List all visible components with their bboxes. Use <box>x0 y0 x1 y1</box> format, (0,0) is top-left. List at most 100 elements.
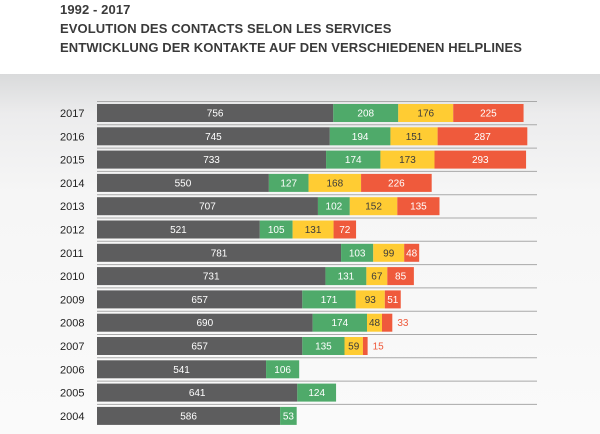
bar-segment <box>380 150 435 169</box>
data-label: 173 <box>399 155 416 166</box>
data-label: 48 <box>369 318 381 329</box>
data-label: 781 <box>211 248 228 259</box>
data-label: 53 <box>283 411 295 422</box>
bar-segment <box>97 406 281 425</box>
year-label: 2011 <box>60 248 84 260</box>
data-label: 293 <box>472 155 489 166</box>
bar-segment <box>437 127 528 146</box>
bar-segment <box>373 243 405 262</box>
data-label: 550 <box>175 178 192 189</box>
data-label: 72 <box>339 225 351 236</box>
data-label: 287 <box>474 132 491 143</box>
data-label: 707 <box>199 202 216 213</box>
bar-segment <box>97 220 260 239</box>
bar-segment <box>329 127 391 146</box>
data-label: 225 <box>480 109 497 120</box>
data-label: 641 <box>189 388 206 399</box>
bar-segment <box>349 197 398 216</box>
bar-segment <box>362 337 368 355</box>
data-label: 152 <box>365 202 382 213</box>
data-label: 171 <box>321 295 338 306</box>
data-label: 586 <box>180 411 197 422</box>
chart-header: 1992 - 2017 EVOLUTION DES CONTACTS SELON… <box>0 0 600 74</box>
period-title: 1992 - 2017 <box>60 2 131 17</box>
year-label: 2004 <box>60 411 84 423</box>
data-label: 102 <box>326 202 343 213</box>
bar-segment <box>297 383 337 402</box>
data-label: 174 <box>345 155 362 166</box>
data-label: 99 <box>383 248 395 259</box>
data-label: 127 <box>280 178 297 189</box>
bar-segment <box>268 173 309 192</box>
bar-segment <box>292 220 334 239</box>
bar-segment <box>97 290 303 309</box>
data-label: 105 <box>268 225 285 236</box>
data-label: 657 <box>191 295 208 306</box>
year-label: 2012 <box>60 225 84 237</box>
data-label: 67 <box>371 272 383 283</box>
data-label: 15 <box>373 342 385 353</box>
year-label: 2007 <box>60 341 84 353</box>
year-label: 2013 <box>60 201 84 213</box>
bar-segment <box>453 104 524 122</box>
bar-segment <box>266 360 300 379</box>
data-label: 48 <box>406 248 418 259</box>
data-label: 85 <box>395 272 407 283</box>
data-label: 51 <box>387 295 399 306</box>
year-label: 2008 <box>60 318 84 330</box>
bar-segment <box>280 406 297 425</box>
stacked-bar-chart: 2017 756 208 176 225 2016 745 194 151 287 2015 733 1… <box>60 101 537 425</box>
data-label: 745 <box>205 132 222 143</box>
title-german: ENTWICKLUNG DER KONTAKTE AUF DEN VERSCHI… <box>60 40 523 55</box>
data-label: 733 <box>203 155 220 166</box>
data-label: 103 <box>349 248 366 259</box>
data-label: 59 <box>348 342 360 353</box>
bar-segment <box>97 127 330 146</box>
bar-segment <box>302 337 345 355</box>
year-label: 2017 <box>60 108 84 120</box>
data-label: 194 <box>352 132 369 143</box>
data-label: 521 <box>170 225 187 236</box>
data-label: 131 <box>338 272 355 283</box>
bar-segment <box>259 220 293 239</box>
bar-segment <box>366 267 388 286</box>
bar-segment <box>97 197 318 216</box>
bar-segment <box>97 243 342 262</box>
data-label: 174 <box>331 318 348 329</box>
bar-segment <box>390 127 438 146</box>
bar-segment <box>382 313 393 332</box>
bar-segment <box>97 383 298 402</box>
year-label: 2014 <box>60 178 84 190</box>
data-label: 135 <box>315 342 332 353</box>
bar-segment <box>308 173 362 192</box>
year-label: 2015 <box>60 155 84 167</box>
bar-segment <box>317 197 350 216</box>
bar-segment <box>367 313 382 332</box>
data-label: 208 <box>357 109 374 120</box>
year-label: 2016 <box>60 131 84 143</box>
title-french: EVOLUTION DES CONTACTS SELON LES SERVICE… <box>60 21 392 36</box>
bar-segment <box>387 267 414 286</box>
bar-segment <box>97 104 334 122</box>
bar-segment <box>361 173 432 192</box>
bar-segment <box>97 337 303 355</box>
data-label: 690 <box>196 318 213 329</box>
data-label: 93 <box>365 295 377 306</box>
data-label: 226 <box>388 178 405 189</box>
bar-segment <box>97 360 267 379</box>
data-label: 657 <box>191 342 208 353</box>
bar-segment <box>344 337 363 355</box>
bar-segment <box>333 220 357 239</box>
bar-segment <box>355 290 385 309</box>
data-label: 33 <box>397 318 409 329</box>
bar-segment <box>404 243 420 262</box>
data-label: 168 <box>326 178 343 189</box>
data-label: 131 <box>305 225 322 236</box>
bar-segment <box>397 197 440 216</box>
data-label: 541 <box>173 365 190 376</box>
bar-segment <box>312 313 367 332</box>
year-label: 2010 <box>60 271 84 283</box>
bar-segment <box>398 104 454 122</box>
data-label: 756 <box>207 109 224 120</box>
data-label: 731 <box>203 272 220 283</box>
